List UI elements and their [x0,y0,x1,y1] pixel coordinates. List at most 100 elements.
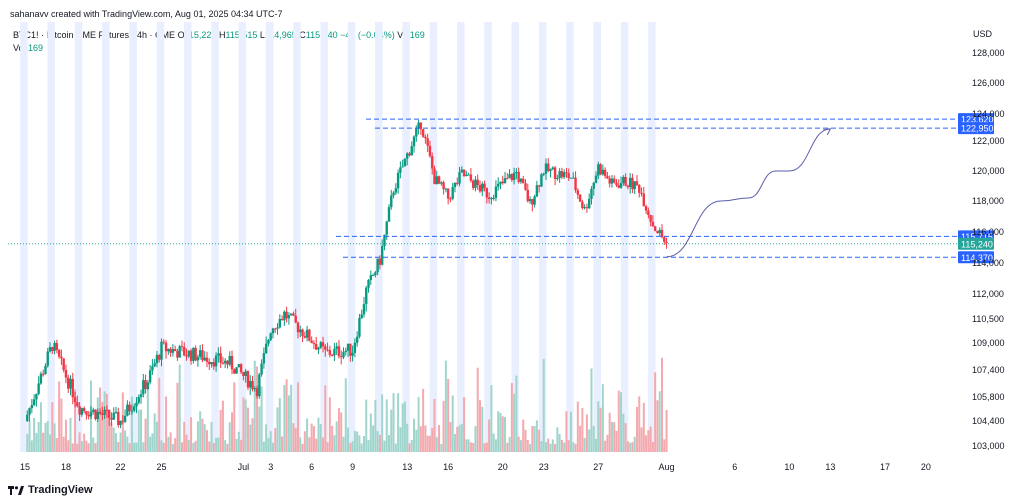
candle-body [92,409,95,412]
candle [242,371,245,381]
volume-bar [244,399,247,452]
candle-body [433,168,436,185]
candle-body [663,237,666,242]
volume-bar [383,440,386,452]
volume-bar [249,424,252,452]
candle-body [194,347,197,361]
candle-body [519,178,523,182]
candle-body [324,346,327,350]
candle [292,311,295,317]
candle-body [340,356,343,358]
candle-body [301,329,304,337]
candle-body [214,355,218,367]
time-axis: 15 18 22 25 Jul 3 6 9 13 16 20 23 27 Aug 6 10 13 17 20 [20,462,931,472]
volume-bar [276,407,279,452]
low-label: L [259,30,265,40]
candle-body [289,313,293,316]
candle-body [588,198,591,209]
candle [326,342,329,352]
candle-body [192,347,195,361]
candle-body [73,397,77,403]
session-band [538,22,547,452]
candle-body [431,156,434,169]
candle-body [328,350,332,355]
candle [103,406,106,419]
candle-body [608,178,611,184]
candle-body [642,193,645,207]
candle-body [590,188,593,199]
candle-body [51,347,54,351]
candle-body [57,349,61,357]
volume-bar [80,441,83,452]
volume-bar [626,441,629,452]
candle [428,140,432,158]
candle [351,345,354,362]
candle [487,192,491,204]
volume-bar [142,442,145,452]
volume-bar [221,400,224,452]
time-tick-label: 9 [350,462,355,472]
volume-bar [253,360,256,452]
candle [426,133,429,153]
price-tick-label: 114,000 [972,258,1004,268]
candle [501,175,504,185]
session-band [566,22,574,452]
candle-body [178,346,181,358]
candle-body [628,177,632,188]
volume-bar [128,443,131,452]
candle [619,176,623,189]
volume-bar [624,423,627,452]
session-band [293,22,301,452]
volume-bar [44,423,47,452]
volume-bar [308,437,311,452]
volume-bar [606,434,609,452]
candle [160,338,163,367]
candle-body [189,350,193,361]
candle [380,239,384,266]
session-band [265,22,274,452]
level-label: 123,620 [961,115,994,125]
volume-bar [215,437,218,452]
candle [560,167,564,180]
volume-bar [335,421,338,452]
candle [387,204,391,223]
volume-bar [306,418,309,452]
candle [615,179,618,188]
candle [142,374,145,398]
candle-body [239,364,243,373]
volume-bar [419,426,422,452]
session-band [648,22,656,452]
candle-body [419,122,423,130]
candle-body [435,176,438,185]
candle [28,407,31,422]
level-label: 114,370 [961,253,993,263]
candle [508,169,511,179]
volume-bar [292,423,295,452]
candle-body [333,348,336,356]
change-value: −45 (−0.04%) [340,30,395,40]
candle [663,235,666,245]
candle-body [380,246,384,265]
candle [658,227,661,237]
candle-body [155,355,159,364]
candle [649,214,652,227]
candle-body [497,183,500,187]
candle-body [658,229,661,234]
currency-label: USD [973,29,993,39]
candle-body [365,287,368,305]
volume-bar [92,437,95,452]
candle [390,189,393,210]
candle [44,363,47,375]
candle [139,389,143,404]
candle-body [315,344,318,350]
volume-bar [369,413,372,452]
candle [367,279,370,293]
session-bands [20,22,656,452]
session-band [347,22,356,452]
candle-body [146,382,150,390]
candle [544,158,548,181]
candle [547,158,550,173]
level-label-bg [958,122,994,135]
candle-body [638,185,641,193]
